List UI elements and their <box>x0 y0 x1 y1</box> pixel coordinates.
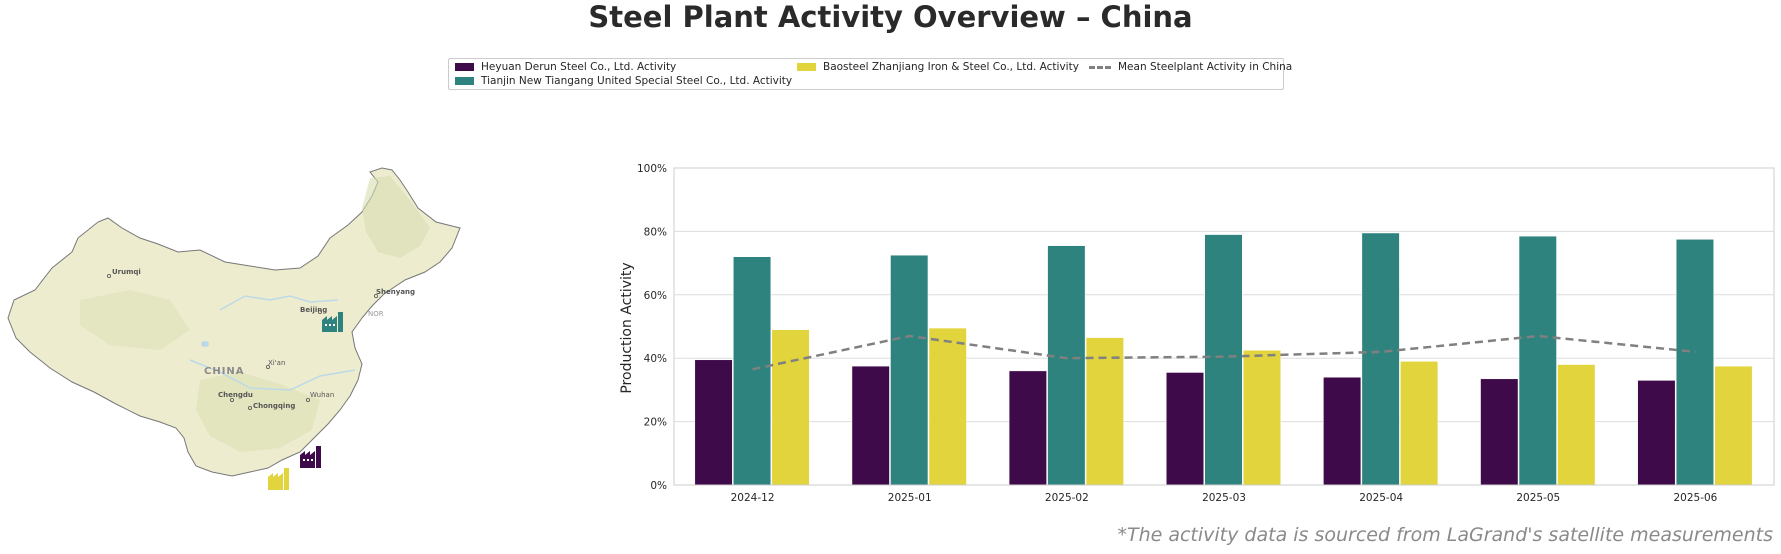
bar <box>1166 372 1204 486</box>
city-dot-beijing <box>317 309 322 314</box>
chart-title: Steel Plant Activity Overview – China <box>588 0 1193 34</box>
city-dot-wuhan <box>305 397 310 402</box>
legend-item-tianjin: Tianjin New Tiangang United Special Stee… <box>455 75 792 87</box>
bars <box>694 232 1753 486</box>
map-extra-label: NOR <box>368 310 384 318</box>
x-tick-label: 2024-12 <box>731 492 775 504</box>
bar <box>1243 350 1281 486</box>
x-tick-label: 2025-03 <box>1202 492 1246 504</box>
bar <box>1557 364 1596 486</box>
factory-icon-tianjin <box>322 312 343 332</box>
city-label-shenyang: Shenyang <box>376 288 415 296</box>
city-label-chengdu: Chengdu <box>218 391 253 399</box>
legend-item-baosteel: Baosteel Zhanjiang Iron & Steel Co., Ltd… <box>797 61 1079 73</box>
bar <box>928 327 967 486</box>
legend-swatch-tianjin <box>455 77 474 85</box>
china-map: Urumqi Beijing Shenyang Xi'an Chengdu Ch… <box>7 167 461 490</box>
bar <box>1400 361 1439 486</box>
bar <box>851 365 890 486</box>
city-dot-urumqi <box>107 273 112 278</box>
legend-item-heyuan: Heyuan Derun Steel Co., Ltd. Activity <box>455 61 676 73</box>
lake <box>201 341 209 347</box>
bar <box>733 256 772 486</box>
city-label-wuhan: Wuhan <box>310 391 334 399</box>
x-tick-label: 2025-02 <box>1045 492 1089 504</box>
bar <box>1204 234 1243 486</box>
x-tick-label: 2025-04 <box>1359 492 1403 504</box>
legend: Heyuan Derun Steel Co., Ltd. Activity Ti… <box>448 58 1292 90</box>
x-tick-label: 2025-06 <box>1673 492 1717 504</box>
bar <box>890 254 929 486</box>
legend-label-mean: Mean Steelplant Activity in China <box>1118 61 1293 73</box>
mean-line <box>752 334 1696 371</box>
x-tick-label: 2025-01 <box>888 492 932 504</box>
country-label: CHINA <box>204 366 245 377</box>
mean-activity-line <box>752 334 1696 371</box>
river-yellow <box>219 295 339 311</box>
bar <box>771 329 810 486</box>
grid <box>674 167 1774 486</box>
legend-item-mean: Mean Steelplant Activity in China <box>1089 61 1292 73</box>
bar <box>1008 370 1047 486</box>
relief-north <box>362 176 430 258</box>
legend-label-baosteel: Baosteel Zhanjiang Iron & Steel Co., Ltd… <box>823 61 1079 73</box>
y-tick-label: 0% <box>650 480 667 492</box>
bar <box>1323 376 1362 486</box>
city-label-chongqing: Chongqing <box>253 402 295 410</box>
bar <box>1480 378 1519 486</box>
bar <box>1637 380 1676 486</box>
bar <box>1085 337 1124 486</box>
legend-label-heyuan: Heyuan Derun Steel Co., Ltd. Activity <box>481 61 677 73</box>
bar <box>1047 245 1086 486</box>
y-tick-label: 80% <box>644 226 667 238</box>
legend-swatch-baosteel <box>797 63 816 71</box>
legend-swatch-mean <box>1089 65 1111 69</box>
footnote: *The activity data is sourced from LaGra… <box>1117 524 1773 546</box>
china-outline <box>7 167 461 477</box>
city-dot-xian <box>265 364 270 369</box>
city-label-urumqi: Urumqi <box>112 268 141 276</box>
factory-icon-heyuan <box>300 446 321 468</box>
bar <box>694 359 733 486</box>
relief-south <box>196 372 320 452</box>
y-tick-label: 100% <box>637 163 667 175</box>
city-label-beijing: Beijing <box>300 306 327 314</box>
x-tick-label: 2025-05 <box>1516 492 1560 504</box>
plot-frame <box>673 167 1775 486</box>
bar <box>1361 232 1400 486</box>
y-tick-label: 60% <box>644 290 667 302</box>
city-dot-chengdu <box>229 397 234 402</box>
y-tick-label: 40% <box>644 353 667 365</box>
axes: 0% 20% 40% 60% 80% 100% 2024-12 2025-01 2025-02 2… <box>637 163 1775 504</box>
relief-west <box>80 290 190 350</box>
bar <box>1518 235 1557 486</box>
river-yangtze <box>189 359 356 391</box>
y-tick-label: 20% <box>644 417 667 429</box>
y-axis-label: Production Activity <box>619 262 635 393</box>
bar <box>1714 365 1753 486</box>
legend-swatch-heyuan <box>455 63 474 71</box>
city-label-xian: Xi'an <box>268 359 285 367</box>
legend-label-tianjin: Tianjin New Tiangang United Special Stee… <box>481 75 793 87</box>
factory-icon-baosteel <box>268 468 289 490</box>
city-dot-shenyang <box>373 293 378 298</box>
city-dot-chongqing <box>247 405 252 410</box>
bar <box>1675 239 1714 486</box>
